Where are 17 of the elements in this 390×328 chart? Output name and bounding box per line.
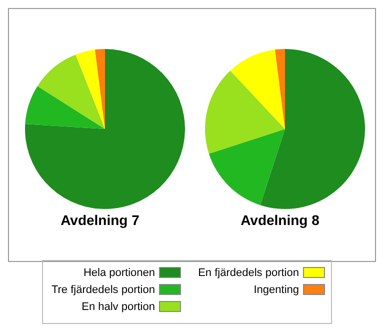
legend-label: Tre fjärdedels portion [51,284,155,296]
pie-slice [76,50,105,129]
legend-label: Ingenting [254,284,299,296]
pie-slice [25,49,185,209]
pie-slice [260,49,365,209]
pie-slice [208,129,285,206]
pie-slice [274,49,285,129]
pie-slice [230,50,285,129]
text: Avdelning 7 [60,212,140,228]
pie-slice [205,70,285,154]
legend-label: Hela portionen [83,266,155,278]
text: Avdelning 8 [240,212,320,228]
pie-slice [37,54,105,129]
pie-slice [94,49,105,129]
pie-slice [25,86,105,129]
legend-label: En halv portion [82,300,155,312]
legend-label: En fjärdedels portion [198,266,299,278]
